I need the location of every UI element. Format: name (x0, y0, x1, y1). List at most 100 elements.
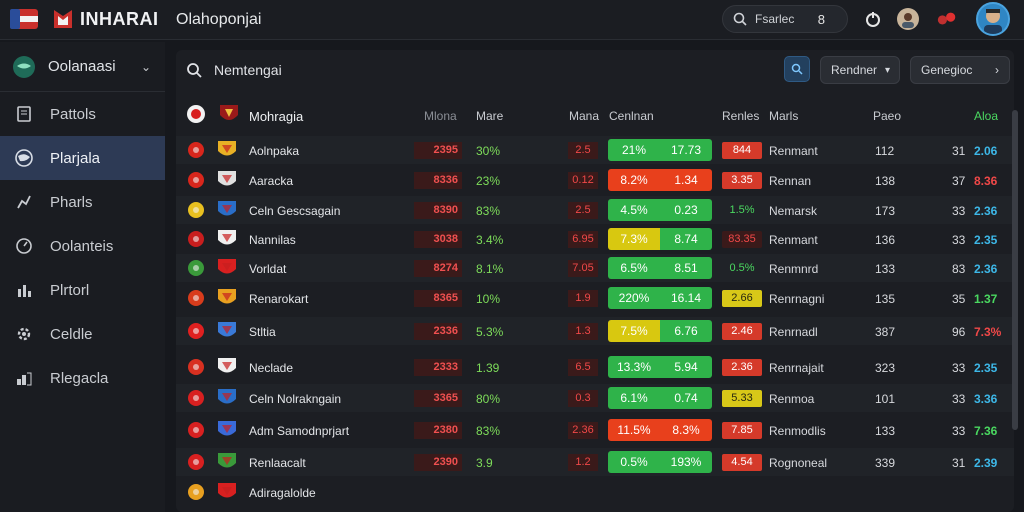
col-h5[interactable]: Renles (722, 109, 760, 123)
flag-icon (186, 201, 206, 219)
user-avatar-small[interactable] (897, 8, 919, 30)
col-h8[interactable]: Aloa (974, 109, 999, 123)
search-input[interactable]: Nemtengai (214, 62, 282, 78)
odds-bar[interactable]: 7.3% 8.74 (608, 228, 712, 250)
col-h3[interactable]: Mana (569, 109, 600, 123)
scrollbar[interactable] (1012, 110, 1018, 430)
top-search[interactable]: Fsarlec 8 (722, 5, 848, 33)
odds-bar[interactable]: 11.5% 8.3% (608, 419, 712, 441)
sidebar-item-label: Rlegacla (50, 369, 109, 387)
sidebar-header-label: Oolanaasi (48, 58, 116, 75)
table-row[interactable]: Renlaacalt 2390 3.9 1.2 0.5% 193% 4.54 Rognonea… (176, 448, 1014, 476)
power-icon[interactable] (862, 8, 884, 30)
col-h1[interactable]: Mlona (424, 109, 457, 123)
count-3: 7.3% (974, 325, 1002, 339)
odds-bar[interactable]: 6.5% 8.51 (608, 257, 712, 279)
col-h6[interactable]: Marls (769, 109, 799, 123)
table-row[interactable]: Neclade 2333 1.39 6.5 13.3% 5.94 2.36 Renrnajai… (176, 353, 1014, 381)
value-1: 3365 (414, 390, 462, 407)
table-row[interactable]: Adm Samodnprjart 2380 83% 2.36 11.5% 8.3% 7.85… (176, 416, 1014, 444)
globe-icon (14, 148, 34, 168)
count-2: 31 (952, 144, 966, 158)
filter-button[interactable] (784, 56, 810, 82)
value-4: 2.66 (722, 290, 762, 307)
status-text: Nemarsk (769, 204, 818, 218)
odds-bar[interactable]: 220% 16.14 (608, 287, 712, 309)
value-2: 10% (476, 292, 501, 306)
odds-bar-a: 4.5% (608, 199, 660, 221)
status-text: Rognoneal (769, 456, 828, 470)
flag-logo-icon (10, 9, 38, 29)
count-1: 135 (875, 292, 896, 306)
odds-bar-a: 21% (608, 139, 660, 161)
brand-name: INHARAI (80, 8, 159, 29)
sidebar-item-label: Pharls (50, 193, 93, 211)
value-3: 0.3 (568, 390, 598, 407)
crest-icon (216, 482, 238, 502)
value-1: 8274 (414, 260, 462, 277)
sidebar: Oolanaasi ⌄ Pattols Plarjala Pharls Oolante… (0, 42, 165, 512)
sidebar-item-2[interactable]: Pharls (0, 180, 165, 224)
flag-icon (186, 171, 206, 189)
sidebar-item-0[interactable]: Pattols (0, 92, 165, 136)
odds-bar[interactable]: 21% 17.73 (608, 139, 712, 161)
avatar[interactable] (976, 2, 1010, 36)
odds-bar[interactable]: 6.1% 0.74 (608, 387, 712, 409)
value-2: 5.3% (476, 325, 504, 339)
sidebar-item-5[interactable]: Celdle (0, 312, 165, 356)
odds-bar-b: 0.74 (660, 387, 712, 409)
odds-bar[interactable]: 8.2% 1.34 (608, 169, 712, 191)
status-text: Renrnadl (769, 325, 818, 339)
flag-icon (186, 289, 206, 307)
sidebar-item-6[interactable]: Rlegacla (0, 356, 165, 400)
sidebar-item-1[interactable]: Plarjala (0, 136, 165, 180)
crest-icon (216, 258, 238, 278)
value-4: 2.36 (722, 359, 762, 376)
value-3: 2.5 (568, 202, 598, 219)
table-row[interactable]: Aaracka 8336 23% 0.12 8.2% 1.34 3.35 Rennan 138 3… (176, 166, 1014, 194)
col-h7[interactable]: Paeo (873, 109, 902, 123)
team-name: Renlaacalt (249, 456, 306, 470)
count-2: 35 (952, 292, 966, 306)
table-row[interactable]: Aolnpaka 2395 30% 2.5 21% 17.73 844 Renmant 112 3… (176, 136, 1014, 164)
crest-icon (216, 288, 238, 308)
value-1: 2380 (414, 422, 462, 439)
sidebar-item-3[interactable]: Oolanteis (0, 224, 165, 268)
odds-bar-a: 8.2% (608, 169, 660, 191)
table-row[interactable]: Celn Nolrakngain 3365 80% 0.3 6.1% 0.74 5.33 Re… (176, 384, 1014, 412)
col-team[interactable]: Mohragia (249, 109, 304, 124)
status-text: Renmoa (769, 392, 815, 406)
odds-bar-a: 11.5% (608, 419, 660, 441)
odds-bar[interactable]: 13.3% 5.94 (608, 356, 712, 378)
bar-chart-icon (14, 280, 34, 300)
layers-icon (14, 368, 34, 388)
table-row[interactable]: Celn Gescsagain 8390 83% 2.5 4.5% 0.23 1.5% Nem… (176, 196, 1014, 224)
table-row[interactable]: Stltia 2336 5.3% 1.3 7.5% 6.76 2.46 Renrnadl 387… (176, 317, 1014, 345)
odds-bar[interactable]: 7.5% 6.76 (608, 320, 712, 342)
render-button[interactable]: Rendner ▾ (820, 56, 900, 84)
count-2: 31 (952, 456, 966, 470)
status-text: Renrnagni (769, 292, 825, 306)
odds-bar[interactable]: 4.5% 0.23 (608, 199, 712, 221)
odds-bar-a: 6.5% (608, 257, 660, 279)
count-3: 8.36 (974, 174, 998, 188)
col-h2[interactable]: Mare (476, 109, 504, 123)
notifications-icon[interactable] (936, 8, 958, 30)
value-3: 7.05 (568, 260, 598, 277)
table-row[interactable]: Adiragalolde (176, 478, 1014, 506)
count-2: 83 (952, 262, 966, 276)
generate-button[interactable]: Genegioc › (910, 56, 1010, 84)
value-4: 7.85 (722, 422, 762, 439)
table-row[interactable]: Renarokart 8365 10% 1.9 220% 16.14 2.66 Renrnag… (176, 284, 1014, 312)
sidebar-item-4[interactable]: Plrtorl (0, 268, 165, 312)
value-3: 2.36 (568, 422, 598, 439)
count-3: 2.36 (974, 204, 998, 218)
odds-bar[interactable]: 0.5% 193% (608, 451, 712, 473)
value-2: 3.4% (476, 233, 504, 247)
table-row[interactable]: Nannilas 3038 3.4% 6.95 7.3% 8.74 83.35 Renmant… (176, 225, 1014, 253)
count-2: 96 (952, 325, 966, 339)
table-row[interactable]: Vorldat 8274 8.1% 7.05 6.5% 8.51 0.5% Renmnrd 13… (176, 254, 1014, 282)
sidebar-header[interactable]: Oolanaasi ⌄ (0, 42, 165, 92)
value-1: 8365 (414, 290, 462, 307)
col-h4[interactable]: Cenlnan (609, 109, 654, 123)
